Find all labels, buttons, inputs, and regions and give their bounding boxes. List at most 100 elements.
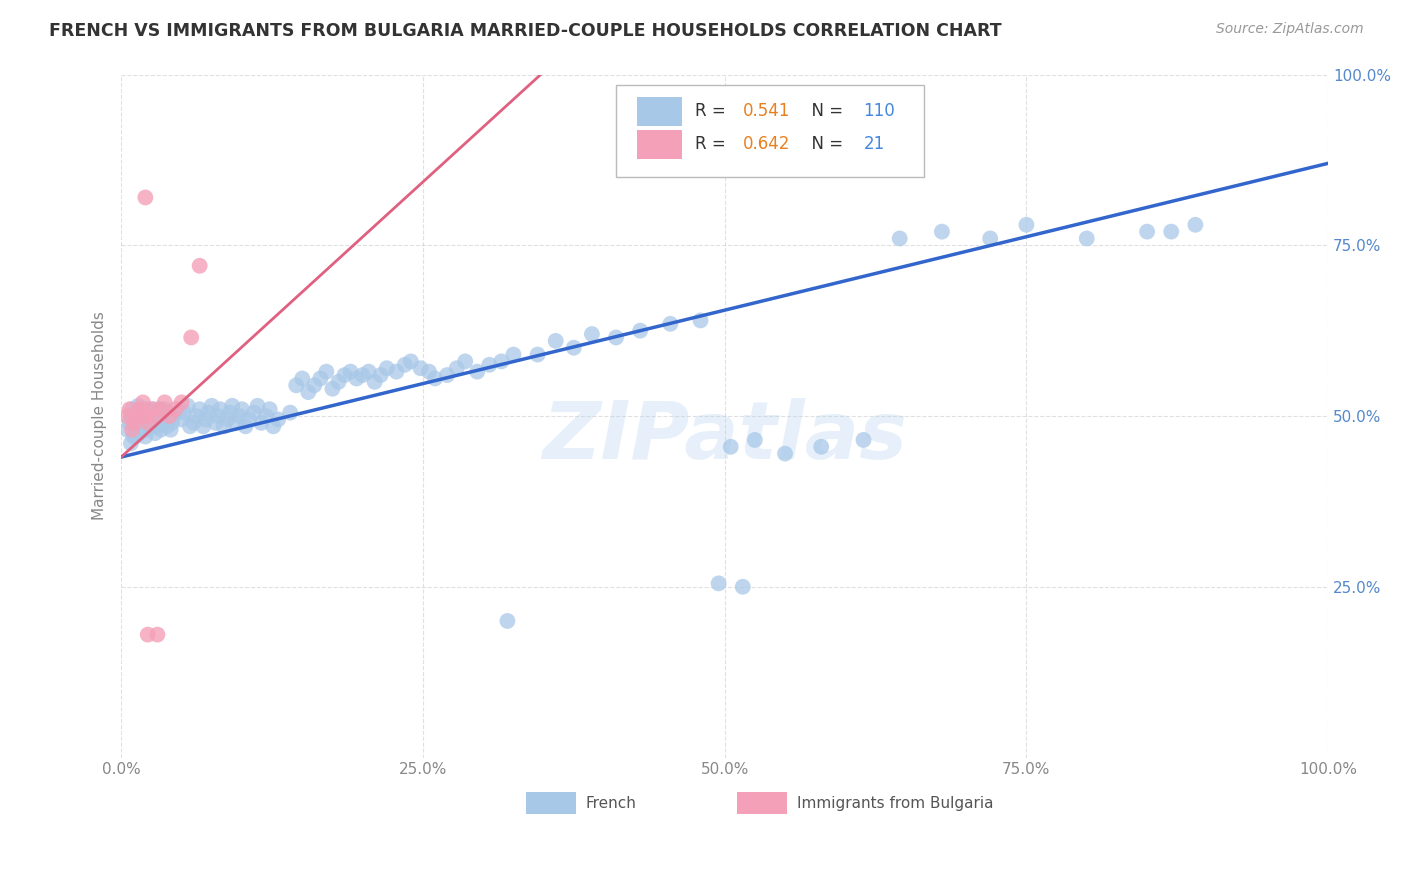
Point: [1160, 225, 1182, 239]
Point: [159, 406, 181, 420]
Point: [346, 371, 368, 385]
Point: [180, 330, 202, 344]
Point: [162, 409, 184, 423]
Point: [125, 412, 148, 426]
Point: [134, 409, 156, 423]
Point: [134, 416, 156, 430]
Point: [659, 317, 682, 331]
Point: [156, 419, 179, 434]
Point: [221, 399, 243, 413]
Point: [122, 429, 145, 443]
Point: [176, 399, 198, 413]
Point: [150, 416, 173, 430]
Point: [184, 409, 207, 423]
Point: [394, 358, 416, 372]
Point: [370, 368, 392, 382]
Point: [217, 412, 239, 426]
Text: 0.642: 0.642: [742, 136, 790, 153]
Point: [157, 412, 180, 426]
Point: [707, 576, 730, 591]
Point: [278, 406, 301, 420]
Point: [436, 368, 458, 382]
Y-axis label: Married-couple Households: Married-couple Households: [93, 311, 107, 520]
Point: [149, 402, 172, 417]
Point: [852, 433, 875, 447]
Point: [118, 402, 141, 417]
Point: [496, 614, 519, 628]
Point: [689, 313, 711, 327]
Point: [352, 368, 374, 382]
Point: [138, 406, 160, 420]
Point: [170, 412, 193, 426]
Point: [125, 409, 148, 423]
Point: [502, 347, 524, 361]
Point: [1015, 218, 1038, 232]
Point: [120, 409, 142, 423]
Text: French: French: [586, 796, 637, 811]
Point: [889, 231, 911, 245]
Point: [149, 402, 172, 417]
Point: [132, 402, 155, 417]
Text: 0.541: 0.541: [742, 103, 790, 120]
Text: FRENCH VS IMMIGRANTS FROM BULGARIA MARRIED-COUPLE HOUSEHOLDS CORRELATION CHART: FRENCH VS IMMIGRANTS FROM BULGARIA MARRI…: [49, 22, 1002, 40]
Point: [385, 365, 408, 379]
Point: [209, 402, 232, 417]
Point: [135, 409, 157, 423]
Point: [118, 416, 141, 430]
Point: [179, 419, 201, 434]
Point: [309, 371, 332, 385]
Point: [478, 358, 501, 372]
Point: [145, 419, 167, 434]
Point: [1076, 231, 1098, 245]
Point: [731, 580, 754, 594]
Point: [120, 436, 142, 450]
Point: [1184, 218, 1206, 232]
Point: [128, 426, 150, 441]
Bar: [737, 792, 787, 814]
Point: [142, 402, 165, 417]
Text: 110: 110: [863, 103, 896, 120]
Point: [165, 402, 187, 417]
Point: [628, 324, 651, 338]
Text: N =: N =: [800, 103, 848, 120]
Point: [491, 354, 513, 368]
Point: [931, 225, 953, 239]
Point: [141, 402, 163, 417]
Point: [197, 406, 219, 420]
Point: [259, 402, 281, 417]
Point: [159, 409, 181, 423]
Point: [124, 416, 146, 430]
Text: R =: R =: [695, 103, 731, 120]
Text: Source: ZipAtlas.com: Source: ZipAtlas.com: [1216, 22, 1364, 37]
Point: [132, 423, 155, 437]
Point: [136, 627, 159, 641]
Point: [526, 347, 548, 361]
Point: [581, 327, 603, 342]
Point: [125, 429, 148, 443]
Text: ZIPatlas: ZIPatlas: [543, 398, 907, 475]
Bar: [526, 792, 576, 814]
Point: [131, 409, 153, 423]
Point: [246, 399, 269, 413]
Point: [363, 375, 385, 389]
Text: 21: 21: [863, 136, 884, 153]
Point: [183, 416, 205, 430]
Point: [173, 406, 195, 420]
Point: [315, 365, 337, 379]
Point: [218, 406, 240, 420]
Point: [143, 426, 166, 441]
Point: [141, 416, 163, 430]
Point: [297, 385, 319, 400]
Point: [194, 412, 217, 426]
Point: [225, 416, 247, 430]
Point: [375, 361, 398, 376]
Point: [1136, 225, 1159, 239]
Point: [136, 416, 159, 430]
Point: [285, 378, 308, 392]
Point: [304, 378, 326, 392]
Point: [188, 259, 211, 273]
Point: [235, 419, 257, 434]
Point: [132, 395, 155, 409]
Point: [418, 365, 440, 379]
Point: [146, 627, 169, 641]
